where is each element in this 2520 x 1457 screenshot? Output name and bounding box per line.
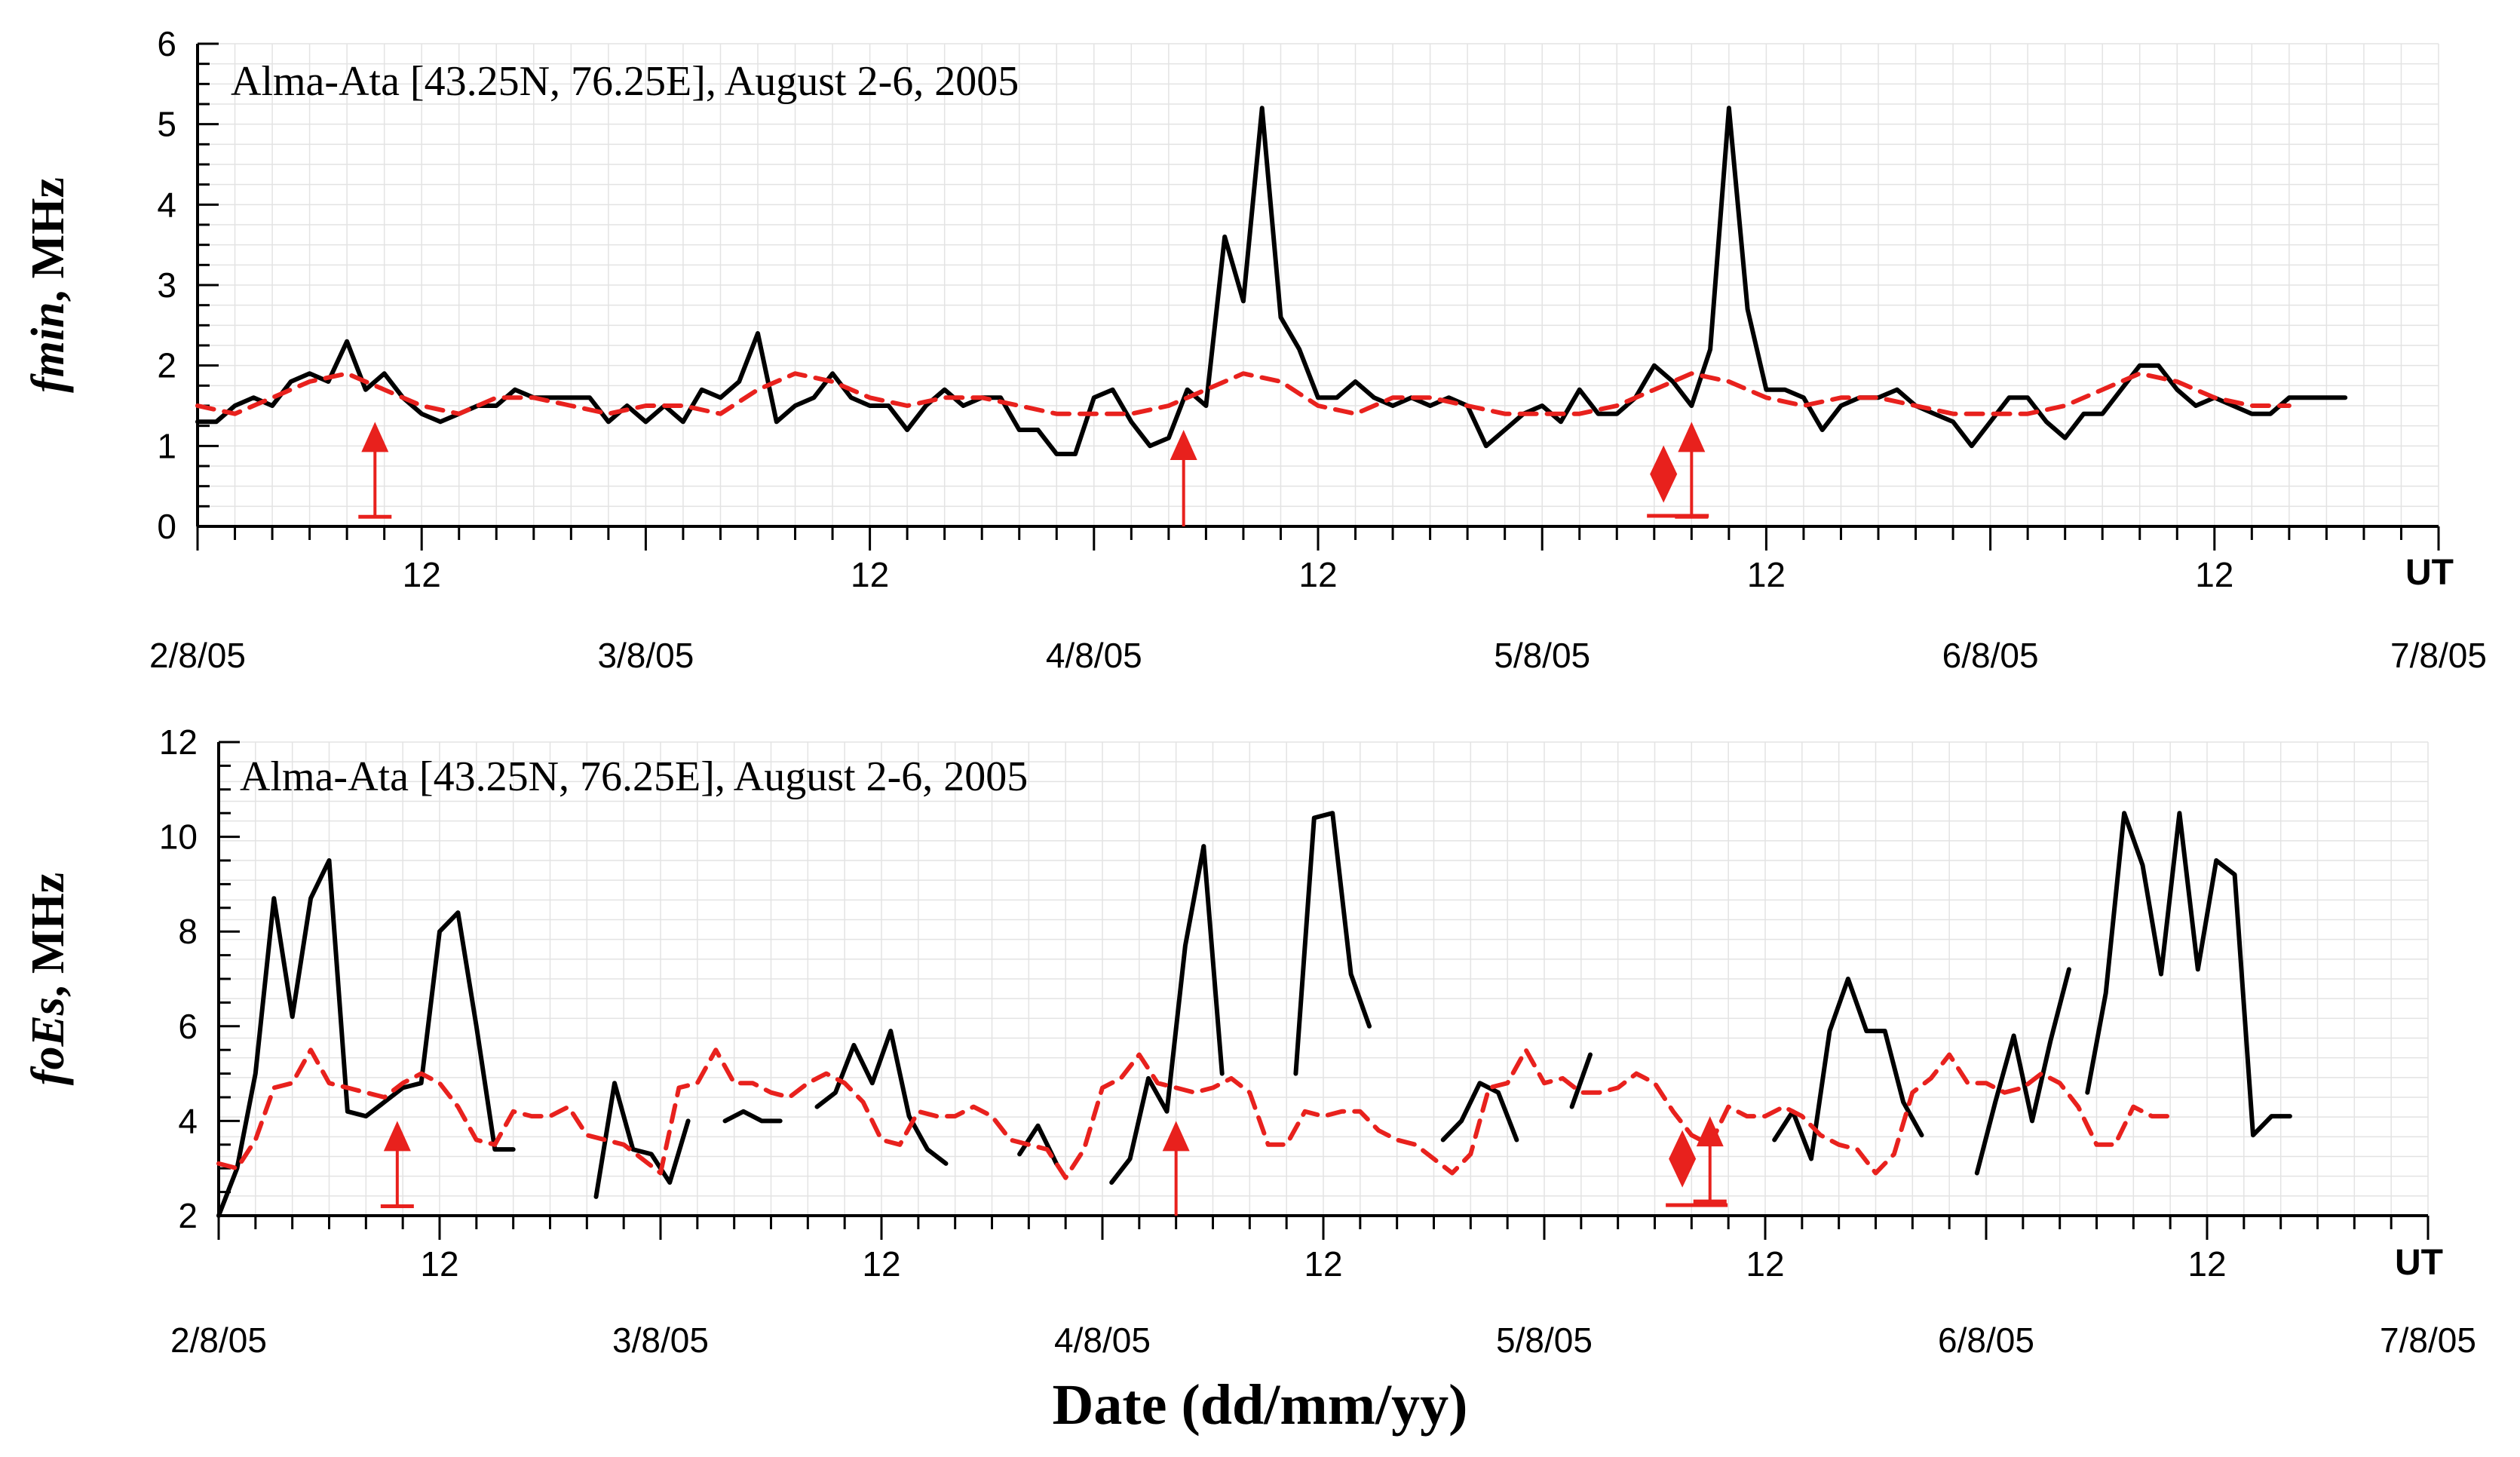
y-tick-label: 6 — [157, 24, 176, 63]
arrow-head — [1162, 1121, 1190, 1152]
arrow-head — [361, 422, 389, 452]
date-label: 2/8/05 — [170, 1321, 267, 1360]
observed-line — [195, 106, 2348, 456]
ut-label: UT — [2405, 553, 2454, 593]
date-label: 4/8/05 — [1046, 636, 1142, 675]
foes-panel: 2 4 6 8 10 12 12 12 12 12 12 UT Alma-Ata [43.25N, 76… — [23, 722, 2443, 1284]
date-label: 2/8/05 — [149, 636, 246, 675]
chart-title: Alma-Ata [43.25N, 76.25E], August 2-6, 2… — [240, 753, 1028, 800]
y-axis-title-variable: foEs — [23, 997, 74, 1085]
observed-line — [1974, 967, 2071, 1176]
y-axis-title: fmin, MHz — [23, 177, 74, 393]
observed-line — [1569, 1052, 1593, 1109]
y-tick-label: 8 — [178, 912, 198, 951]
x-tick-label: 12 — [851, 555, 889, 594]
observed-line — [1293, 811, 1372, 1076]
observed-line — [1440, 1081, 1519, 1143]
observed-line — [1109, 844, 1206, 1185]
x-tick-label: 12 — [862, 1244, 900, 1284]
grid — [197, 43, 2439, 527]
date-label: 4/8/05 — [1054, 1321, 1151, 1360]
observed-line — [1772, 977, 1924, 1161]
median-line — [195, 371, 2292, 416]
x-axis-title: Date (dd/mm/yy) — [1053, 1373, 1468, 1437]
y-tick-label: 2 — [157, 346, 176, 385]
x-tick-label: 12 — [2187, 1244, 2226, 1284]
observed-line — [2085, 811, 2292, 1138]
date-labels-top: 2/8/05 3/8/05 4/8/05 5/8/05 6/8/05 7/8/05 — [149, 636, 2487, 675]
arrow-head — [1678, 422, 1706, 452]
date-label: 6/8/05 — [1938, 1321, 2034, 1360]
event-markers — [380, 1116, 1728, 1216]
x-tick-label: 12 — [1298, 555, 1337, 594]
median-line — [216, 1048, 2173, 1180]
observed-line — [1201, 844, 1225, 1076]
y-tick-label: 10 — [159, 817, 198, 857]
date-label: 7/8/05 — [2380, 1321, 2476, 1360]
x-tick-label: 12 — [2195, 555, 2233, 594]
y-axis-title: foEs, MHz — [23, 873, 74, 1085]
y-tick-label: 4 — [157, 185, 176, 224]
arrow-head — [383, 1121, 411, 1152]
date-labels-bottom: 2/8/05 3/8/05 4/8/05 5/8/05 6/8/05 7/8/05 — [170, 1321, 2476, 1360]
y-tick-label: 0 — [157, 507, 176, 546]
y-tick-label: 12 — [159, 722, 198, 762]
diamond-marker — [1650, 445, 1678, 503]
observed-line — [216, 858, 516, 1218]
observed-series — [216, 811, 2292, 1218]
arrow-head — [1696, 1116, 1724, 1147]
date-label: 3/8/05 — [597, 636, 694, 675]
y-axis-title-unit: , MHz — [23, 873, 74, 997]
arrow-head — [1170, 430, 1197, 460]
y-tick-label: 4 — [178, 1101, 198, 1140]
observed-series — [195, 106, 2348, 456]
chart-title: Alma-Ata [43.25N, 76.25E], August 2-6, 2… — [231, 58, 1019, 105]
y-tick-label: 1 — [157, 426, 176, 465]
diamond-marker — [1669, 1130, 1697, 1188]
event-markers — [358, 422, 1709, 526]
date-label: 5/8/05 — [1496, 1321, 1593, 1360]
ut-label: UT — [2395, 1243, 2443, 1283]
date-label: 7/8/05 — [2390, 636, 2487, 675]
x-tick-label: 12 — [420, 1244, 458, 1284]
x-tick-label: 12 — [1747, 555, 1786, 594]
y-tick-label: 3 — [157, 265, 176, 305]
x-tick-label: 12 — [1304, 1244, 1342, 1284]
observed-line — [814, 1029, 949, 1166]
date-label: 6/8/05 — [1942, 636, 2039, 675]
y-tick-label: 5 — [157, 105, 176, 144]
observed-line — [593, 1081, 691, 1199]
y-tick-label: 6 — [178, 1007, 198, 1046]
x-tick-label: 12 — [403, 555, 441, 594]
date-label: 5/8/05 — [1494, 636, 1590, 675]
x-tick-label: 12 — [1746, 1244, 1784, 1284]
y-axis-title-variable: fmin — [23, 302, 74, 393]
observed-line — [722, 1109, 783, 1124]
y-tick-label: 2 — [178, 1196, 198, 1235]
median-series — [195, 371, 2292, 416]
date-label: 3/8/05 — [612, 1321, 709, 1360]
median-series — [216, 1048, 2173, 1180]
y-axis-title-unit: , MHz — [23, 177, 74, 302]
